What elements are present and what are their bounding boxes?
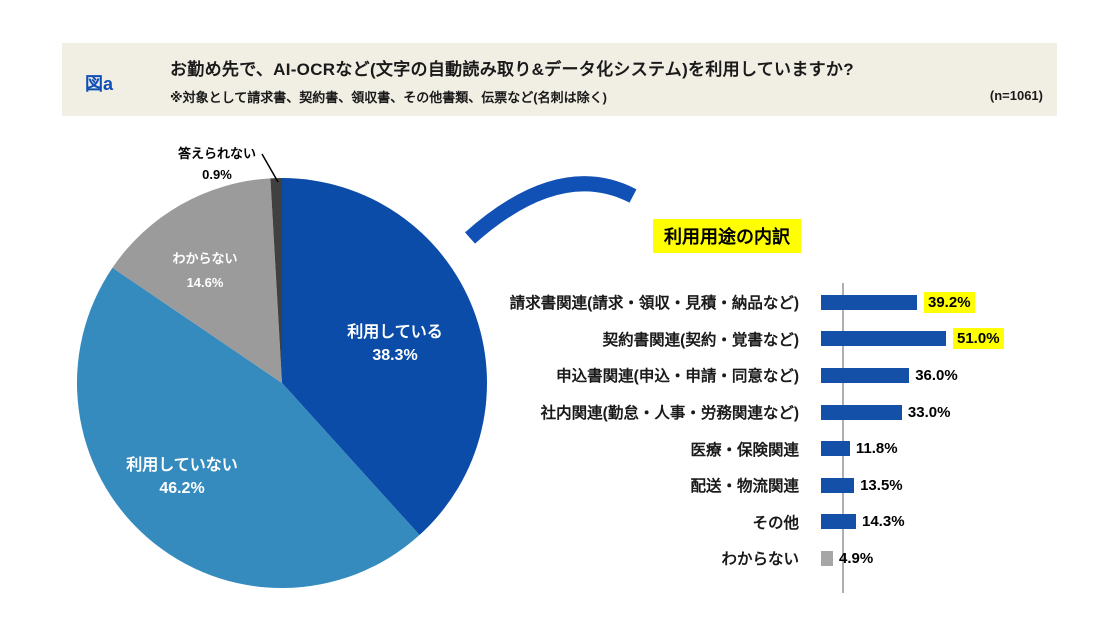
bar-track: 36.0%	[821, 367, 1070, 384]
bar-row: 申込書関連(申込・申請・同意など) 36.0%	[490, 357, 1070, 394]
figure-header: 図a お勤め先で、AI-OCRなど(文字の自動読み取り&データ化システム)を利用…	[62, 43, 1057, 116]
bar-row: 社内関連(勤怠・人事・労務関連など) 33.0%	[490, 394, 1070, 431]
bar-value-label: 33.0%	[907, 403, 951, 421]
bar-track: 11.8%	[821, 440, 1070, 457]
bar-row: その他 14.3%	[490, 504, 1070, 541]
bar-chart-axis	[842, 283, 844, 593]
bar-track: 13.5%	[821, 477, 1070, 494]
pie-slice-label-2: わからない	[172, 251, 237, 266]
bar-category-label: 医療・保険関連	[690, 441, 799, 459]
bar-track: 33.0%	[821, 404, 1070, 421]
bar-row: 配送・物流関連 13.5%	[490, 467, 1070, 504]
bar-value-label: 39.2%	[924, 291, 975, 313]
bar-chart: 請求書関連(請求・領収・見積・納品など) 39.2% 契約書関連(契約・覚書など) 5…	[490, 284, 1070, 577]
pie-chart: 利用している 38.3% 利用していない 46.2% わからない 14.6% 答えられない 0…	[77, 146, 488, 588]
bar	[821, 367, 910, 383]
bar	[821, 477, 855, 493]
breakdown-title: 利用用途の内訳	[653, 219, 801, 253]
pie-slice-0	[282, 178, 488, 536]
curved-arrow-icon	[465, 176, 637, 244]
bar-row: 医療・保険関連 11.8%	[490, 430, 1070, 467]
figure-subtitle: ※対象として請求書、契約書、領収書、その他書類、伝票など(名刺は除く)	[170, 90, 607, 105]
bar-row: 請求書関連(請求・領収・見積・納品など) 39.2%	[490, 284, 1070, 321]
bar-value-label: 14.3%	[862, 513, 905, 531]
pie-slice-value-2: 14.6%	[187, 275, 224, 290]
pie-slice-value-0: 38.3%	[372, 347, 417, 364]
pie-slice-label-0: 利用している	[347, 322, 443, 341]
bar-row: わからない 4.9%	[490, 540, 1070, 577]
bar-value-label: 13.5%	[860, 476, 903, 494]
bar	[821, 514, 856, 530]
bar-category-label: わからない	[721, 551, 799, 569]
figure-title: お勤め先で、AI-OCRなど(文字の自動読み取り&データ化システム)を利用してい…	[170, 60, 854, 79]
bar-category-label: 社内関連(勤怠・人事・労務関連など)	[540, 405, 799, 423]
pie-slice-value-1: 46.2%	[159, 480, 204, 497]
bar-category-label: 配送・物流関連	[690, 478, 799, 496]
bar	[821, 441, 850, 457]
bar-track: 39.2%	[821, 291, 1070, 313]
pie-leader-line	[261, 153, 279, 183]
figure-label: 図a	[85, 74, 114, 94]
pie-slice-3	[270, 178, 282, 383]
pie-slice-label-3: 答えられない	[178, 146, 256, 161]
bar-track: 14.3%	[821, 513, 1070, 530]
bar	[821, 331, 946, 347]
bar-value-label: 51.0%	[953, 328, 1004, 350]
bar-category-label: 請求書関連(請求・領収・見積・納品など)	[509, 295, 799, 313]
bar	[821, 404, 902, 420]
bar-row: 契約書関連(契約・覚書など) 51.0%	[490, 321, 1070, 358]
sample-size: (n=1061)	[989, 88, 1043, 103]
pie-slice-value-3: 0.9%	[202, 167, 232, 182]
curved-arrow-path	[465, 176, 637, 244]
bar-track: 4.9%	[821, 550, 1070, 567]
bar-category-label: その他	[752, 514, 799, 532]
bar-category-label: 契約書関連(契約・覚書など)	[602, 331, 799, 349]
bar-value-label: 11.8%	[855, 440, 898, 458]
bar	[821, 294, 917, 310]
bar-value-label: 36.0%	[915, 366, 958, 384]
bar-value-label: 4.9%	[839, 549, 874, 567]
pie-slice-1	[77, 267, 420, 588]
bar-track: 51.0%	[821, 328, 1070, 350]
pie-slice-2	[112, 178, 282, 383]
bar	[821, 550, 833, 566]
pie-slice-label-1: 利用していない	[126, 455, 238, 474]
bar-category-label: 申込書関連(申込・申請・同意など)	[556, 368, 799, 386]
